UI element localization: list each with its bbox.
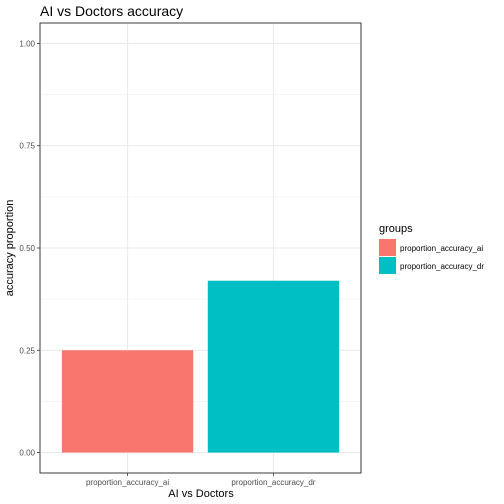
bar-proportion_accuracy_ai — [61, 350, 194, 453]
y-tick-label: 0.50 — [19, 244, 35, 253]
bars — [61, 280, 340, 453]
y-axis-ticks: 0.00 0.25 0.50 0.75 1.00 — [19, 39, 40, 458]
bar-proportion_accuracy_dr — [207, 280, 340, 453]
x-axis-ticks: proportion_accuracy_ai proportion_accurac… — [86, 473, 316, 487]
legend-entry-label: proportion_accuracy_ai — [400, 244, 483, 253]
legend-swatch — [379, 239, 396, 256]
legend-swatch — [379, 257, 396, 274]
x-tick-label: proportion_accuracy_dr — [231, 478, 315, 487]
y-axis-title: accuracy proportion — [4, 200, 16, 297]
legend-title: groups — [379, 223, 413, 235]
y-tick-label: 0.25 — [19, 346, 35, 355]
y-tick-label: 0.75 — [19, 142, 35, 151]
legend: groups proportion_accuracy_ai proportion_… — [379, 223, 484, 274]
x-tick-label: proportion_accuracy_ai — [86, 478, 169, 487]
x-axis-title: AI vs Doctors — [168, 488, 234, 500]
y-tick-label: 1.00 — [19, 39, 35, 48]
chart-title: AI vs Doctors accuracy — [40, 3, 183, 19]
legend-entry-label: proportion_accuracy_dr — [400, 262, 484, 271]
y-tick-label: 0.00 — [19, 449, 35, 458]
